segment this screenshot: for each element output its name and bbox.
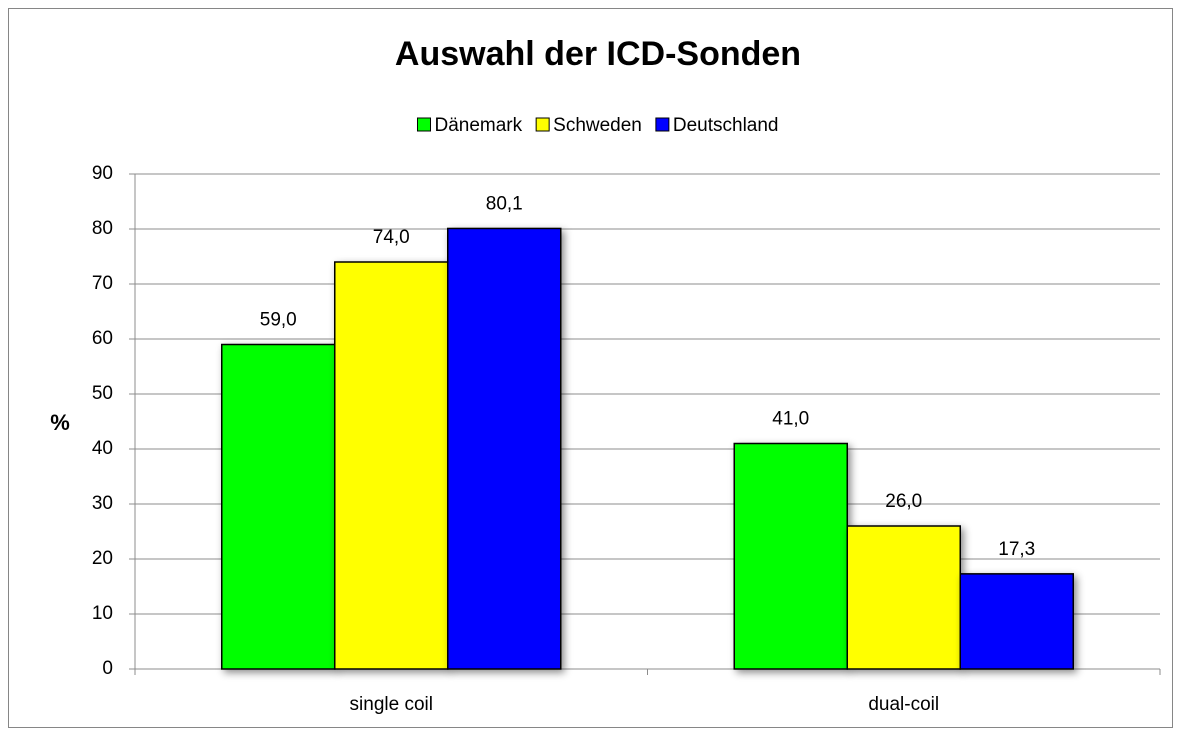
x-tick-label: dual-coil bbox=[868, 694, 939, 715]
chart-title: Auswahl der ICD-Sonden bbox=[395, 35, 801, 73]
data-label: 17,3 bbox=[998, 539, 1035, 560]
y-tick-label: 50 bbox=[92, 383, 113, 404]
bar bbox=[334, 261, 449, 670]
y-tick-label: 0 bbox=[102, 658, 113, 679]
bar bbox=[959, 573, 1074, 670]
y-tick-label: 60 bbox=[92, 328, 113, 349]
legend-label: Dänemark bbox=[434, 115, 522, 136]
y-tick-label: 30 bbox=[92, 493, 113, 514]
data-label: 41,0 bbox=[772, 409, 809, 430]
y-tick-label: 80 bbox=[92, 218, 113, 239]
data-label: 74,0 bbox=[373, 227, 410, 248]
data-label: 26,0 bbox=[885, 491, 922, 512]
data-label: 80,1 bbox=[486, 193, 523, 214]
y-tick-label: 20 bbox=[92, 548, 113, 569]
x-tick-label: single coil bbox=[350, 694, 433, 715]
bar bbox=[221, 343, 336, 670]
y-tick-label: 10 bbox=[92, 603, 113, 624]
legend-swatch bbox=[655, 117, 670, 132]
bar bbox=[733, 442, 848, 670]
legend-label: Deutschland bbox=[673, 115, 779, 136]
legend-label: Schweden bbox=[553, 115, 642, 136]
y-tick-label: 40 bbox=[92, 438, 113, 459]
y-axis-label: % bbox=[50, 410, 70, 435]
y-tick-label: 90 bbox=[92, 163, 113, 184]
y-tick-label: 70 bbox=[92, 273, 113, 294]
bar bbox=[846, 525, 961, 670]
legend-swatch bbox=[535, 117, 550, 132]
legend-swatch bbox=[416, 117, 431, 132]
bar bbox=[447, 227, 562, 670]
data-label: 59,0 bbox=[260, 310, 297, 331]
